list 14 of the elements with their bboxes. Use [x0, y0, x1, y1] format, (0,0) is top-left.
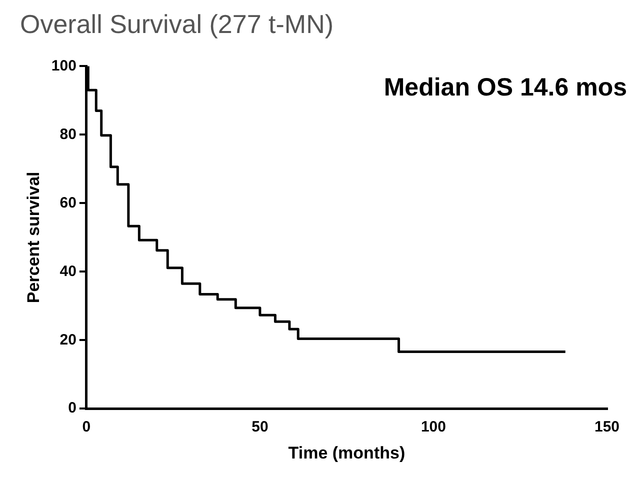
y-tick-label: 0 [68, 400, 76, 417]
x-tick-label: 0 [82, 418, 91, 436]
y-axis-title: Percent survival [24, 172, 43, 304]
x-tick-label: 100 [420, 418, 446, 436]
chart-title: Overall Survival (277 t-MN) [20, 8, 334, 39]
y-tick-label: 100 [51, 57, 76, 74]
x-tick-label: 150 [594, 418, 620, 436]
y-tick-label: 80 [60, 126, 76, 143]
annotation: Median OS 14.6 mos [384, 74, 627, 102]
y-tick-label: 60 [60, 194, 76, 212]
y-tick-label: 20 [60, 331, 76, 348]
x-tick-label: 50 [252, 418, 268, 436]
y-tick-label: 40 [60, 262, 76, 280]
x-axis-title: Time (months) [288, 443, 406, 462]
